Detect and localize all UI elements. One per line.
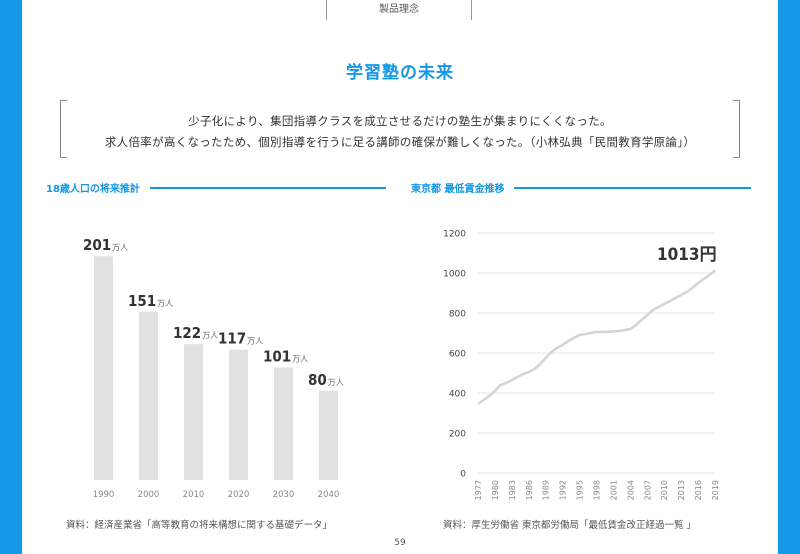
population-x-tick-label: 1990 [93, 490, 115, 500]
wage-chart-heading-text: 東京都 最低賃金推移 [411, 184, 505, 195]
wage-x-tick-label: 2013 [677, 480, 686, 500]
quote-bracket-left [60, 100, 67, 158]
population-value-label: 117万人 [218, 330, 263, 348]
population-value-label: 80万人 [308, 371, 344, 389]
population-x-tick-label: 2030 [273, 490, 295, 500]
population-value-label: 101万人 [263, 348, 308, 366]
population-x-tick-label: 2020 [228, 490, 250, 500]
population-x-tick-label: 2010 [183, 490, 205, 500]
wage-y-tick-label: 200 [449, 430, 466, 440]
wage-x-tick-label: 1992 [559, 480, 568, 500]
quote-box: 少子化により、集団指導クラスを成立させるだけの塾生が集まりにくくなった。 求人倍… [60, 100, 740, 158]
wage-x-tick-label: 1983 [508, 480, 517, 500]
wage-x-tick-label: 1980 [491, 480, 500, 500]
population-bar [229, 349, 248, 480]
quote-line-2: 求人倍率が高くなったため、個別指導を行うに足る講師の確保が難しくなった。（小林弘… [104, 135, 696, 149]
heading-rule [514, 186, 752, 189]
population-x-tick-label: 2040 [318, 490, 340, 500]
wage-y-tick-label: 800 [449, 310, 466, 320]
right-accent-bar [778, 0, 800, 554]
wage-y-tick-label: 600 [449, 350, 466, 360]
wage-annotation-label: 1013円 [657, 245, 717, 265]
wage-y-tick-label: 0 [460, 470, 466, 480]
population-bar [184, 344, 203, 480]
wage-x-tick-label: 2019 [711, 480, 720, 500]
quote-bracket-right [733, 100, 740, 158]
population-bar [139, 311, 158, 480]
population-value-label: 201万人 [83, 236, 128, 254]
wage-x-tick-label: 1998 [593, 480, 602, 500]
wage-x-tick-label: 2004 [626, 480, 635, 500]
wage-series-line [477, 269, 716, 406]
population-value-label: 122万人 [173, 324, 218, 342]
wage-x-tick-label: 2007 [643, 480, 652, 500]
wage-chart-heading: 東京都 最低賃金推移 [411, 180, 752, 195]
minimum-wage-line-chart: 0 200 400 600 800 1000 1200 1977 1980 1983 1986 198… [443, 230, 720, 501]
wage-y-tick-label: 1200 [443, 230, 466, 240]
wage-chart-source: 資料：厚生労働省 東京都労働局「最低賃金改正経過一覧 」 [443, 520, 697, 531]
wage-y-tick-label: 1000 [443, 270, 466, 280]
population-bar [319, 390, 338, 480]
wage-y-tick-label: 400 [449, 390, 466, 400]
population-value-label: 151万人 [128, 292, 173, 310]
wage-x-tick-label: 2016 [694, 480, 703, 500]
population-chart-heading-text: 18歳人口の将来推計 [46, 184, 140, 195]
wage-x-tick-label: 1989 [542, 480, 551, 500]
wage-x-tick-label: 1977 [474, 480, 483, 500]
population-chart-heading: 18歳人口の将来推計 [46, 180, 386, 195]
population-bar-chart: 201万人 1990 151万人 2000 122万人 2010 117万人 2020 101万… [83, 236, 344, 500]
left-accent-bar [0, 0, 22, 554]
quote-line-1: 少子化により、集団指導クラスを成立させるだけの塾生が集まりにくくなった。 [188, 114, 612, 128]
population-bar [274, 367, 293, 480]
page-number: 59 [394, 538, 406, 548]
wage-x-tick-label: 1986 [525, 480, 534, 500]
heading-rule [149, 186, 386, 189]
population-chart-source: 資料：経済産業省「高等教育の将来構想に関する基礎データ」 [66, 520, 333, 531]
wage-x-tick-label: 1995 [576, 480, 585, 500]
population-bar [94, 256, 113, 480]
wage-x-tick-label: 2010 [660, 480, 669, 500]
population-x-tick-label: 2000 [138, 490, 160, 500]
wage-x-tick-label: 2001 [609, 480, 618, 500]
page-title: 学習塾の未来 [346, 63, 454, 83]
header-tab-label: 製品理念 [326, 0, 472, 20]
